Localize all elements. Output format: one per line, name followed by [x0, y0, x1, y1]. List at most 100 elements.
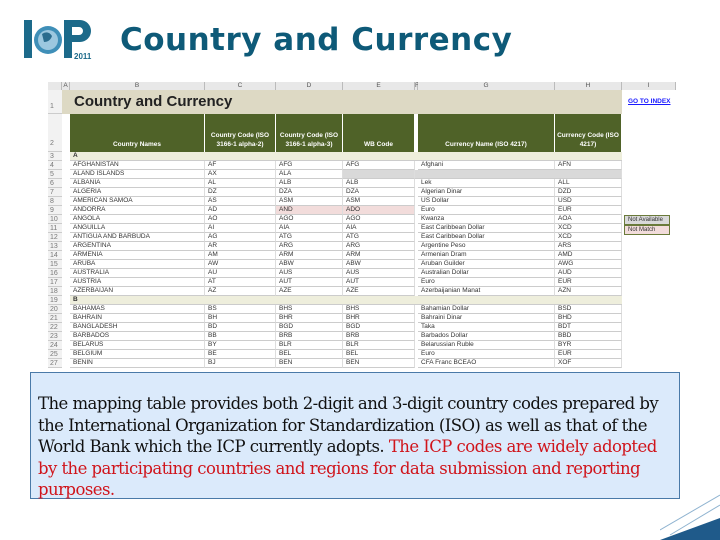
cell-iso3[interactable]: BEN — [276, 359, 343, 368]
cell-name[interactable]: AFGHANISTAN — [70, 161, 205, 170]
cell-iso2[interactable]: AO — [205, 215, 276, 224]
cell-code[interactable]: ARS — [555, 242, 622, 251]
cell-iso3[interactable]: AUT — [276, 278, 343, 287]
cell-wb[interactable]: ATG — [343, 233, 415, 242]
cell-iso3[interactable]: ASM — [276, 197, 343, 206]
cell-iso2[interactable]: BS — [205, 305, 276, 314]
cell-wb[interactable]: BEN — [343, 359, 415, 368]
cell-cur[interactable]: Kwanza — [418, 215, 555, 224]
cell-name[interactable]: ALAND ISLANDS — [70, 170, 205, 179]
cell-wb[interactable]: AGO — [343, 215, 415, 224]
cell-cur[interactable]: Barbados Dollar — [418, 332, 555, 341]
cell-wb[interactable]: ABW — [343, 260, 415, 269]
column-header-E[interactable]: E — [343, 82, 415, 90]
cell-name[interactable]: ALGERIA — [70, 188, 205, 197]
cell-iso3[interactable]: AGO — [276, 215, 343, 224]
cell-wb[interactable]: ADO — [343, 206, 415, 215]
cell-iso2[interactable]: BJ — [205, 359, 276, 368]
cell-cur[interactable]: Bahamian Dollar — [418, 305, 555, 314]
cell-wb[interactable]: DZA — [343, 188, 415, 197]
column-header-I[interactable]: I — [622, 82, 676, 90]
cell-iso2[interactable]: AU — [205, 269, 276, 278]
cell-iso2[interactable]: BH — [205, 314, 276, 323]
cell-code[interactable]: XOF — [555, 359, 622, 368]
cell-code[interactable]: EUR — [555, 206, 622, 215]
cell-cur[interactable]: East Caribbean Dollar — [418, 224, 555, 233]
cell-wb[interactable]: AZE — [343, 287, 415, 296]
cell-code[interactable]: USD — [555, 197, 622, 206]
cell-name[interactable]: ANDORRA — [70, 206, 205, 215]
cell-iso3[interactable]: AFG — [276, 161, 343, 170]
column-header-C[interactable]: C — [205, 82, 276, 90]
cell-iso3[interactable]: DZA — [276, 188, 343, 197]
cell-name[interactable]: AUSTRIA — [70, 278, 205, 287]
cell-iso3[interactable]: BLR — [276, 341, 343, 350]
cell-wb[interactable] — [343, 170, 415, 179]
cell-name[interactable]: ANGOLA — [70, 215, 205, 224]
cell-iso2[interactable]: AS — [205, 197, 276, 206]
cell-name[interactable]: AUSTRALIA — [70, 269, 205, 278]
cell-cur[interactable]: Belarussian Ruble — [418, 341, 555, 350]
cell-wb[interactable]: BGD — [343, 323, 415, 332]
cell-code[interactable]: BBD — [555, 332, 622, 341]
cell-iso3[interactable]: AZE — [276, 287, 343, 296]
cell-iso2[interactable]: DZ — [205, 188, 276, 197]
cell-wb[interactable]: AFG — [343, 161, 415, 170]
cell-code[interactable]: ALL — [555, 179, 622, 188]
cell-name[interactable]: BELGIUM — [70, 350, 205, 359]
cell-iso3[interactable]: ALB — [276, 179, 343, 188]
cell-iso3[interactable]: ALA — [276, 170, 343, 179]
cell-iso2[interactable]: AF — [205, 161, 276, 170]
cell-code[interactable]: XCD — [555, 233, 622, 242]
cell-iso2[interactable]: AZ — [205, 287, 276, 296]
cell-wb[interactable]: BLR — [343, 341, 415, 350]
cell-code[interactable]: BYR — [555, 341, 622, 350]
cell-code[interactable]: EUR — [555, 278, 622, 287]
cell-wb[interactable]: BEL — [343, 350, 415, 359]
cell-cur[interactable]: Armenian Dram — [418, 251, 555, 260]
cell-iso2[interactable]: BE — [205, 350, 276, 359]
cell-cur[interactable]: CFA Franc BCEAO — [418, 359, 555, 368]
column-header-corner[interactable] — [48, 82, 62, 90]
cell-name[interactable]: BAHAMAS — [70, 305, 205, 314]
cell-name[interactable]: BENIN — [70, 359, 205, 368]
cell-iso3[interactable]: AUS — [276, 269, 343, 278]
cell-code[interactable]: BHD — [555, 314, 622, 323]
column-header-G[interactable]: G — [418, 82, 555, 90]
cell-iso3[interactable]: BEL — [276, 350, 343, 359]
cell-iso2[interactable]: AT — [205, 278, 276, 287]
cell-iso2[interactable]: AX — [205, 170, 276, 179]
cell-iso3[interactable]: BHS — [276, 305, 343, 314]
cell-cur[interactable]: US Dollar — [418, 197, 555, 206]
cell-wb[interactable]: AIA — [343, 224, 415, 233]
cell-wb[interactable]: BRB — [343, 332, 415, 341]
column-header-A[interactable]: A — [62, 82, 70, 90]
cell-name[interactable]: BELARUS — [70, 341, 205, 350]
cell-wb[interactable]: ARG — [343, 242, 415, 251]
cell-code[interactable]: EUR — [555, 350, 622, 359]
cell-name[interactable]: ARGENTINA — [70, 242, 205, 251]
column-header-F[interactable]: F — [415, 82, 419, 90]
cell-code[interactable]: BDT — [555, 323, 622, 332]
go-to-index-link[interactable]: GO TO INDEX — [628, 98, 671, 105]
cell-wb[interactable]: ALB — [343, 179, 415, 188]
cell-iso3[interactable]: ARG — [276, 242, 343, 251]
cell-cur[interactable]: Argentine Peso — [418, 242, 555, 251]
cell-name[interactable]: AMERICAN SAMOA — [70, 197, 205, 206]
cell-name[interactable]: ARMENIA — [70, 251, 205, 260]
cell-name[interactable]: BANGLADESH — [70, 323, 205, 332]
cell-code[interactable]: AFN — [555, 161, 622, 170]
cell-cur[interactable]: Euro — [418, 350, 555, 359]
cell-wb[interactable]: ARM — [343, 251, 415, 260]
cell-iso2[interactable]: AD — [205, 206, 276, 215]
cell-iso2[interactable]: AL — [205, 179, 276, 188]
cell-wb[interactable]: ASM — [343, 197, 415, 206]
cell-wb[interactable]: BHR — [343, 314, 415, 323]
cell-wb[interactable]: BHS — [343, 305, 415, 314]
cell-cur[interactable]: Algerian Dinar — [418, 188, 555, 197]
cell-iso2[interactable]: AR — [205, 242, 276, 251]
cell-iso3[interactable]: BHR — [276, 314, 343, 323]
cell-code[interactable] — [555, 170, 622, 179]
cell-iso2[interactable]: AG — [205, 233, 276, 242]
cell-iso3[interactable]: AND — [276, 206, 343, 215]
